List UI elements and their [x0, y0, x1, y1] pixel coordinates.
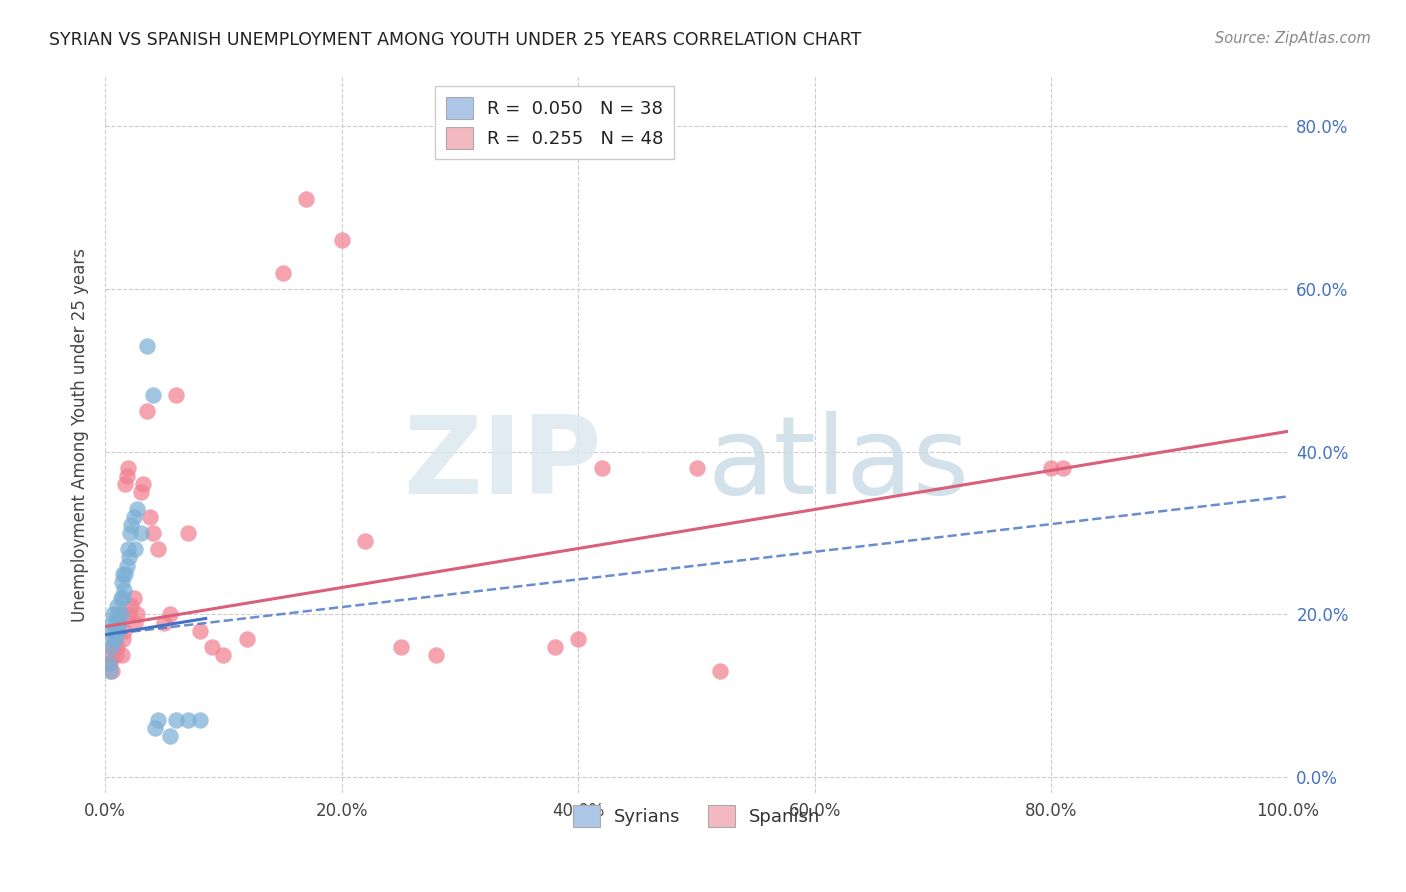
- Point: [122, 509, 145, 524]
- Point: [709, 665, 731, 679]
- Point: [139, 509, 162, 524]
- Text: ZIP: ZIP: [404, 411, 602, 517]
- Point: [104, 632, 127, 646]
- Point: [117, 461, 139, 475]
- Point: [127, 501, 149, 516]
- Point: [129, 526, 152, 541]
- Y-axis label: Unemployment Among Youth under 25 years: Unemployment Among Youth under 25 years: [72, 248, 89, 623]
- Point: [118, 607, 141, 622]
- Point: [111, 566, 134, 581]
- Point: [111, 648, 134, 662]
- Point: [100, 640, 122, 654]
- Point: [101, 665, 124, 679]
- Point: [389, 640, 412, 654]
- Point: [271, 266, 294, 280]
- Point: [110, 591, 132, 606]
- Point: [103, 632, 125, 646]
- Point: [177, 526, 200, 541]
- Point: [104, 648, 127, 662]
- Point: [148, 542, 170, 557]
- Point: [115, 469, 138, 483]
- Point: [188, 713, 211, 727]
- Point: [148, 713, 170, 727]
- Point: [118, 526, 141, 541]
- Point: [104, 615, 127, 630]
- Point: [159, 730, 181, 744]
- Point: [118, 550, 141, 565]
- Point: [117, 542, 139, 557]
- Point: [103, 640, 125, 654]
- Point: [159, 607, 181, 622]
- Point: [127, 607, 149, 622]
- Point: [165, 713, 187, 727]
- Point: [177, 713, 200, 727]
- Point: [567, 632, 589, 646]
- Point: [114, 566, 136, 581]
- Point: [330, 233, 353, 247]
- Point: [108, 615, 131, 630]
- Point: [124, 542, 146, 557]
- Point: [112, 582, 135, 597]
- Text: Source: ZipAtlas.com: Source: ZipAtlas.com: [1215, 31, 1371, 46]
- Point: [354, 534, 377, 549]
- Point: [103, 607, 125, 622]
- Point: [107, 624, 129, 638]
- Point: [135, 404, 157, 418]
- Point: [107, 624, 129, 638]
- Point: [124, 615, 146, 630]
- Point: [141, 388, 163, 402]
- Point: [425, 648, 447, 662]
- Point: [132, 477, 155, 491]
- Point: [122, 591, 145, 606]
- Point: [114, 477, 136, 491]
- Point: [143, 721, 166, 735]
- Text: atlas: atlas: [707, 411, 970, 517]
- Point: [112, 624, 135, 638]
- Point: [115, 558, 138, 573]
- Point: [98, 665, 121, 679]
- Point: [236, 632, 259, 646]
- Point: [212, 648, 235, 662]
- Point: [111, 591, 134, 606]
- Point: [101, 615, 124, 630]
- Point: [201, 640, 224, 654]
- Point: [295, 193, 318, 207]
- Point: [153, 615, 176, 630]
- Point: [97, 656, 120, 670]
- Point: [98, 656, 121, 670]
- Point: [188, 624, 211, 638]
- Point: [110, 607, 132, 622]
- Point: [120, 599, 142, 614]
- Point: [120, 517, 142, 532]
- Point: [685, 461, 707, 475]
- Point: [591, 461, 613, 475]
- Legend: Syrians, Spanish: Syrians, Spanish: [565, 798, 828, 834]
- Point: [100, 648, 122, 662]
- Point: [543, 640, 565, 654]
- Point: [165, 388, 187, 402]
- Point: [135, 339, 157, 353]
- Point: [100, 624, 122, 638]
- Point: [111, 632, 134, 646]
- Point: [108, 615, 131, 630]
- Point: [105, 640, 128, 654]
- Point: [110, 607, 132, 622]
- Point: [141, 526, 163, 541]
- Point: [105, 607, 128, 622]
- Point: [105, 599, 128, 614]
- Point: [104, 632, 127, 646]
- Point: [129, 485, 152, 500]
- Point: [1040, 461, 1063, 475]
- Text: SYRIAN VS SPANISH UNEMPLOYMENT AMONG YOUTH UNDER 25 YEARS CORRELATION CHART: SYRIAN VS SPANISH UNEMPLOYMENT AMONG YOU…: [49, 31, 862, 49]
- Point: [104, 624, 127, 638]
- Point: [1052, 461, 1074, 475]
- Point: [111, 574, 134, 589]
